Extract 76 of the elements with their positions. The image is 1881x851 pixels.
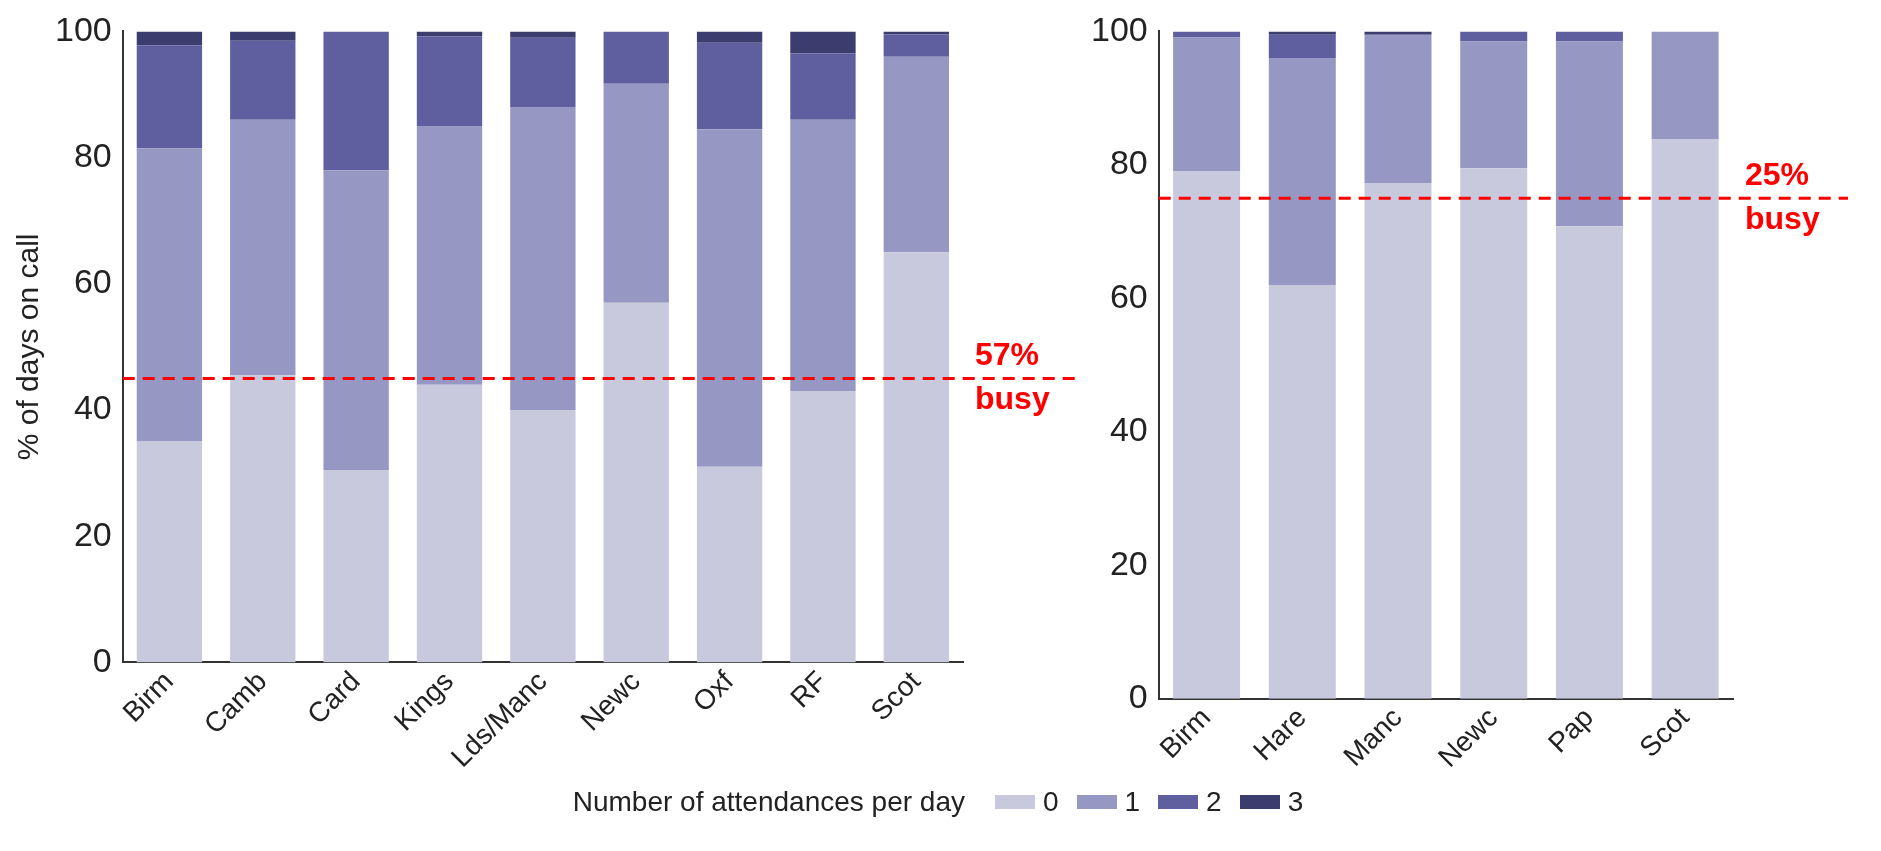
y-tick-label: 80 bbox=[73, 135, 112, 174]
bar bbox=[1268, 58, 1336, 285]
y-tick-label: 20 bbox=[1109, 543, 1148, 582]
bar bbox=[1364, 31, 1432, 35]
bar bbox=[510, 31, 576, 38]
bar bbox=[1268, 31, 1336, 35]
bar bbox=[790, 53, 856, 120]
bar bbox=[1460, 31, 1528, 42]
bar bbox=[136, 148, 203, 442]
y-tick-label: 60 bbox=[1109, 276, 1148, 315]
bar bbox=[1555, 226, 1623, 699]
bar bbox=[510, 410, 576, 663]
bar bbox=[603, 302, 669, 663]
y-tick-label: 40 bbox=[1109, 410, 1148, 449]
x-tick-label: Birm bbox=[116, 665, 180, 728]
bar bbox=[1173, 171, 1241, 699]
bar bbox=[416, 126, 483, 385]
bar bbox=[230, 40, 296, 120]
bar bbox=[416, 384, 483, 663]
x-tick-label: Oxf bbox=[686, 664, 740, 718]
y-tick-label: 100 bbox=[1090, 9, 1148, 48]
bar bbox=[696, 129, 763, 467]
y-tick-label: 0 bbox=[1128, 677, 1148, 716]
y-tick-label: 20 bbox=[73, 514, 112, 553]
bar bbox=[1651, 139, 1719, 699]
ref-line-label: 57% busy bbox=[975, 336, 1050, 417]
bar bbox=[696, 466, 763, 663]
bar bbox=[603, 83, 669, 303]
bar bbox=[416, 36, 483, 127]
y-axis-title: % of days on call bbox=[11, 233, 45, 461]
bar bbox=[136, 45, 203, 149]
bar bbox=[603, 31, 669, 84]
bar bbox=[1268, 34, 1336, 59]
bar bbox=[1364, 34, 1432, 184]
x-tick-label: RF bbox=[784, 665, 833, 714]
bar bbox=[790, 119, 856, 392]
legend-title: Number of attendances per day bbox=[572, 786, 965, 818]
bar bbox=[323, 170, 389, 470]
bar bbox=[696, 31, 763, 43]
bar bbox=[883, 34, 949, 57]
y-tick-label: 0 bbox=[92, 640, 112, 679]
legend-label: 2 bbox=[1206, 786, 1222, 818]
bar bbox=[1651, 31, 1719, 140]
bar bbox=[136, 441, 203, 663]
bar bbox=[883, 31, 949, 35]
x-tick-label: Scot bbox=[864, 664, 927, 727]
legend-label: 3 bbox=[1287, 786, 1304, 818]
bar bbox=[510, 107, 576, 410]
ref-line-label: 25% busy bbox=[1745, 156, 1820, 237]
bar bbox=[790, 31, 856, 54]
bar bbox=[230, 31, 296, 41]
x-tick-label: Birm bbox=[1153, 701, 1217, 765]
bar bbox=[323, 31, 389, 171]
bar bbox=[136, 31, 203, 46]
y-tick-label: 40 bbox=[73, 388, 112, 427]
bar bbox=[1173, 37, 1241, 172]
legend-label: 0 bbox=[1042, 786, 1059, 818]
y-tick-label: 60 bbox=[73, 262, 112, 301]
legend-label: 1 bbox=[1124, 786, 1141, 818]
bar bbox=[230, 119, 296, 376]
bar bbox=[1268, 284, 1336, 699]
bar bbox=[1460, 168, 1528, 699]
x-tick-label: Pap bbox=[1541, 701, 1600, 759]
bar bbox=[883, 252, 949, 663]
bar bbox=[1460, 41, 1528, 169]
bar bbox=[883, 56, 949, 253]
y-tick-label: 100 bbox=[54, 9, 112, 48]
bar bbox=[510, 37, 576, 108]
y-tick-label: 80 bbox=[1109, 143, 1148, 182]
bar bbox=[323, 469, 389, 663]
bar bbox=[790, 391, 856, 663]
bar bbox=[1364, 183, 1432, 699]
bar bbox=[696, 42, 763, 130]
bar bbox=[1555, 41, 1623, 227]
bar bbox=[1555, 31, 1623, 42]
bar bbox=[230, 375, 296, 663]
